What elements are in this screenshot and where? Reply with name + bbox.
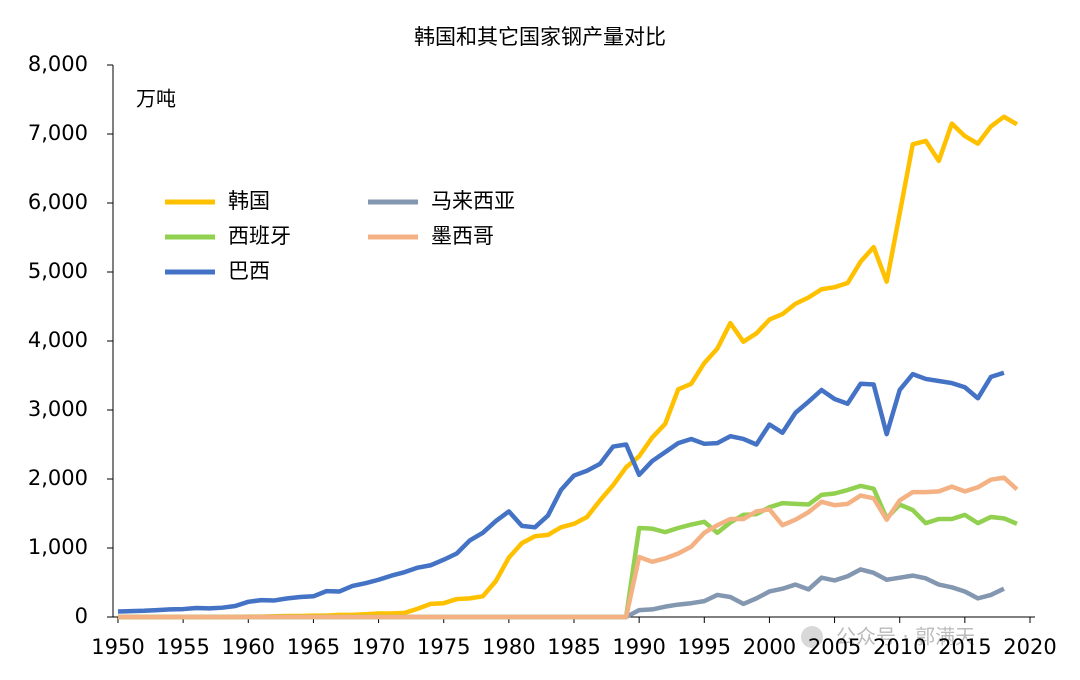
chart-title: 韩国和其它国家钢产量对比 — [414, 25, 666, 49]
x-tick-label: 1955 — [156, 635, 209, 659]
x-tick-label: 1990 — [612, 635, 665, 659]
x-tick-label: 2010 — [873, 635, 926, 659]
x-tick-label: 1950 — [91, 635, 144, 659]
x-tick-label: 1965 — [287, 635, 340, 659]
y-tick-label: 1,000 — [28, 535, 88, 559]
legend-label: 韩国 — [228, 189, 270, 213]
watermark: 公众号 · 郭满天 — [836, 625, 975, 649]
series-line — [117, 370, 1005, 614]
y-tick-label: 7,000 — [28, 121, 88, 145]
x-tick-label: 1970 — [352, 635, 405, 659]
x-tick-label: 1985 — [547, 635, 600, 659]
x-tick-label: 2005 — [808, 635, 861, 659]
x-tick-label: 2000 — [743, 635, 796, 659]
y-tick-label: 6,000 — [28, 190, 88, 214]
legend-label: 西班牙 — [228, 224, 291, 248]
x-tick-label: 2015 — [938, 635, 991, 659]
y-tick-label: 8,000 — [28, 52, 88, 76]
y-tick-label: 3,000 — [28, 397, 88, 421]
unit-label: 万吨 — [136, 87, 176, 111]
x-tick-label: 1960 — [222, 635, 275, 659]
x-tick-label: 1995 — [678, 635, 731, 659]
series-line — [118, 475, 1019, 620]
series-line — [118, 483, 1018, 620]
y-tick-label: 5,000 — [28, 259, 88, 283]
x-tick-label: 2020 — [1003, 635, 1056, 659]
y-tick-label: 2,000 — [28, 466, 88, 490]
y-tick-label: 4,000 — [28, 328, 88, 352]
series-line — [118, 567, 1005, 620]
x-tick-label: 1975 — [417, 635, 470, 659]
watermark-icon — [801, 626, 823, 648]
y-tick-label: 0 — [75, 604, 88, 628]
legend-label: 巴西 — [228, 259, 270, 283]
legend-label: 马来西亚 — [431, 189, 515, 213]
legend-label: 墨西哥 — [431, 224, 494, 248]
x-tick-label: 1980 — [482, 635, 535, 659]
